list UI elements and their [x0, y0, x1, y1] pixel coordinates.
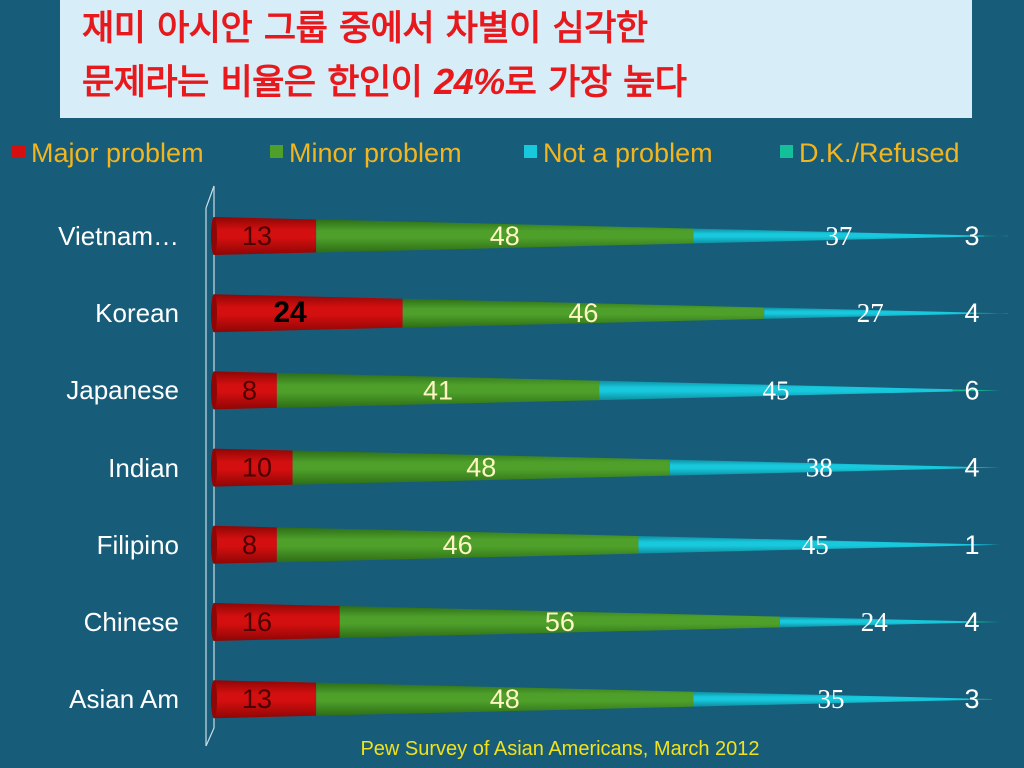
bar-cap — [211, 371, 217, 410]
title-highlight: 24% — [434, 61, 505, 102]
data-label-major: 16 — [242, 607, 272, 637]
data-label-not: 37 — [825, 221, 852, 251]
bar-row — [211, 525, 1000, 564]
category-label: Chinese — [83, 607, 179, 637]
data-label-not: 45 — [802, 530, 829, 560]
legend-swatch-minor — [270, 145, 283, 158]
bar-segment-not — [638, 536, 993, 554]
bar-row — [211, 603, 1000, 641]
axis-wall-top — [205, 185, 215, 209]
legend-item-major: Major problem — [12, 135, 204, 171]
category-label: Asian Am — [69, 684, 179, 715]
legend-item-dk: D.K./Refused — [780, 135, 960, 171]
bar-row — [211, 217, 1008, 255]
bar-segment-major — [214, 294, 403, 333]
bar-segment-major — [214, 525, 277, 564]
bar-segment-dk — [976, 312, 1008, 314]
bar-segment-not — [599, 380, 953, 401]
data-label-major: 8 — [242, 530, 257, 560]
chart-legend: Major problem Minor problem Not a proble… — [0, 135, 1024, 171]
data-label-not: 24 — [861, 607, 889, 637]
data-label-dk: 4 — [964, 607, 979, 637]
bar-segment-major — [214, 217, 317, 255]
axis-wall-bottom — [205, 727, 215, 747]
bar-row — [211, 371, 1000, 410]
legend-item-not: Not a problem — [524, 135, 713, 171]
legend-label-dk: D.K./Refused — [799, 138, 960, 168]
category-label: Indian — [108, 452, 179, 483]
bar-segment-not — [779, 616, 969, 628]
bar-row — [211, 294, 1008, 333]
bar-segment-not — [693, 228, 985, 244]
title-box: 재미 아시안 그룹 중에서 차별이 심각한 문제라는 비율은 한인이 24%로 … — [60, 0, 972, 118]
category-label: Filipino — [96, 529, 179, 560]
bar-segment-major — [214, 603, 340, 641]
data-label-dk: 3 — [964, 221, 979, 251]
legend-swatch-dk — [780, 145, 793, 158]
bar-cap — [211, 294, 217, 333]
bar-segment-major — [214, 371, 277, 410]
bar-cap — [211, 525, 217, 564]
title-line-1: 재미 아시안 그룹 중에서 차별이 심각한 — [82, 9, 648, 49]
data-label-minor: 46 — [568, 298, 598, 328]
data-label-dk: 1 — [964, 530, 979, 560]
bar-segment-minor — [292, 450, 670, 485]
legend-label-not: Not a problem — [543, 138, 713, 168]
bar-segment-minor — [402, 298, 765, 328]
legend-label-minor: Minor problem — [289, 138, 462, 168]
bar-cap — [211, 603, 217, 641]
bar-segment-not — [693, 691, 969, 707]
bar-segment-dk — [952, 389, 1000, 392]
title-line-2: 문제라는 비율은 한인이 24%로 가장 높다 — [82, 64, 687, 101]
data-label-minor: 46 — [443, 530, 473, 560]
data-label-major: 13 — [242, 684, 272, 714]
bar-segment-not — [764, 307, 977, 319]
bar-cap — [211, 680, 217, 719]
bar-segment-minor — [339, 606, 780, 638]
data-label-minor: 48 — [466, 453, 496, 483]
legend-item-minor: Minor problem — [270, 135, 462, 171]
bar-segment-dk — [968, 466, 1000, 469]
data-label-minor: 48 — [490, 684, 520, 714]
category-label: Japanese — [66, 375, 179, 406]
bar-row — [211, 680, 993, 719]
bar-segment-dk — [984, 235, 1008, 237]
data-label-dk: 4 — [964, 298, 979, 328]
legend-label-major: Major problem — [31, 138, 204, 168]
data-label-not: 27 — [857, 298, 884, 328]
bar-segment-minor — [276, 527, 639, 563]
bar-cap — [211, 217, 217, 255]
bar-segment-minor — [276, 372, 600, 408]
category-label: Vietnam… — [58, 221, 179, 251]
data-label-dk: 4 — [964, 453, 979, 483]
data-label-not: 38 — [806, 453, 833, 483]
data-label-dk: 6 — [964, 375, 979, 405]
data-label-major: 24 — [273, 296, 307, 329]
bar-segment-dk — [968, 698, 993, 700]
data-label-major: 13 — [242, 221, 272, 251]
bar-segment-minor — [316, 219, 694, 253]
bar-segment-not — [669, 459, 969, 476]
category-label: Korean — [95, 298, 179, 329]
title-line-2-tail: 로 가장 높다 — [504, 63, 687, 103]
data-label-not: 35 — [818, 684, 845, 714]
data-label-dk: 3 — [964, 684, 979, 714]
data-label-minor: 48 — [490, 221, 520, 251]
bar-segment-minor — [316, 682, 694, 716]
bar-row — [211, 448, 1000, 487]
data-label-minor: 56 — [545, 607, 575, 637]
data-label-major: 10 — [242, 453, 272, 483]
bar-segment-major — [214, 448, 293, 487]
bar-segment-major — [214, 680, 317, 719]
data-label-not: 45 — [762, 375, 789, 405]
data-label-minor: 41 — [423, 375, 453, 405]
legend-swatch-major — [12, 145, 25, 158]
chart-source-note: Pew Survey of Asian Americans, March 201… — [360, 738, 760, 760]
title-line-2-text: 문제라는 비율은 한인이 — [82, 63, 435, 103]
legend-swatch-not — [524, 145, 537, 158]
data-label-major: 8 — [242, 375, 257, 405]
bar-cap — [211, 448, 217, 487]
bar-segment-dk — [968, 621, 1000, 623]
